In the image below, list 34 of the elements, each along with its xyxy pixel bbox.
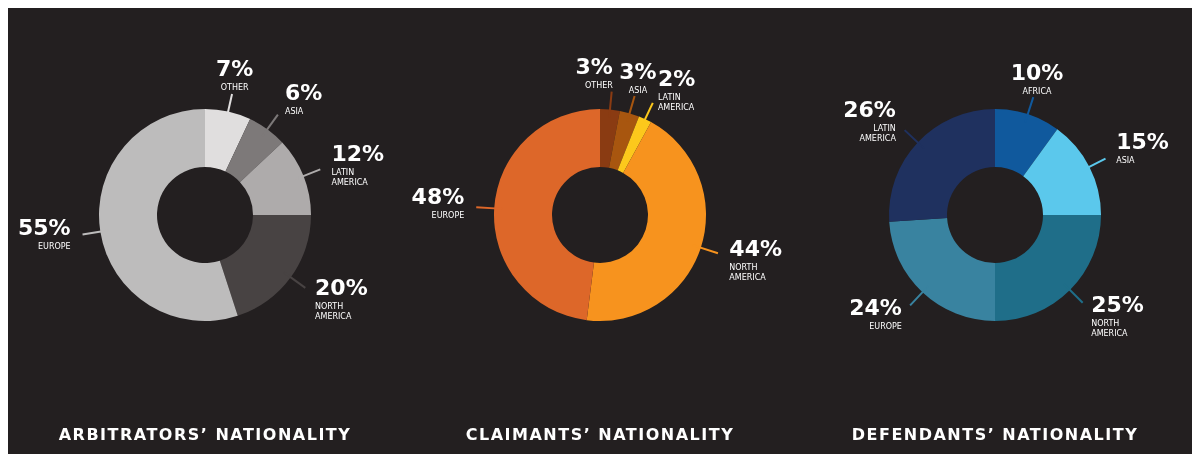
data-label: 24%	[849, 295, 902, 321]
slice-label: EUROPE	[869, 322, 902, 332]
data-label: 15%	[1116, 129, 1169, 155]
slice-label: LATIN AMERICA	[657, 93, 695, 113]
data-label: 44%	[729, 236, 783, 262]
text: CLAIMANTS’ NATIONALITY	[465, 425, 735, 444]
data-label: 20%	[315, 275, 368, 301]
data-label: 26%	[843, 97, 896, 123]
slice-label: OTHER	[220, 83, 250, 93]
slice-label: LATIN AMERICA	[331, 168, 369, 188]
data-label: 10%	[1010, 59, 1064, 85]
slice-label: ASIA	[1116, 156, 1136, 166]
data-label: 6%	[284, 79, 323, 105]
slice-label: OTHER	[584, 80, 614, 90]
slice-label: ASIA	[284, 106, 304, 116]
data-label: 3%	[575, 53, 613, 79]
slice-label: EUROPE	[431, 211, 465, 221]
slice-label: AFRICA	[1022, 86, 1053, 96]
text: DEFENDANTS’ NATIONALITY	[851, 425, 1139, 444]
data-label: 3%	[619, 58, 657, 84]
donut-slice	[219, 215, 311, 316]
data-label: 2%	[657, 66, 696, 92]
data-label: 12%	[331, 141, 385, 167]
slice-label: NORTH AMERICA	[1091, 318, 1129, 338]
slice-label: LATIN AMERICA	[859, 124, 897, 144]
slice-label: EUROPE	[38, 241, 71, 251]
data-label: 25%	[1091, 291, 1144, 317]
slice-label: NORTH AMERICA	[729, 263, 767, 283]
data-label: 48%	[411, 184, 465, 210]
slice-label: ASIA	[628, 85, 648, 95]
data-label: 7%	[215, 56, 254, 82]
slice-label: NORTH AMERICA	[315, 302, 352, 322]
text: ARBITRATORS’ NATIONALITY	[58, 425, 352, 444]
data-label: 55%	[18, 214, 71, 240]
